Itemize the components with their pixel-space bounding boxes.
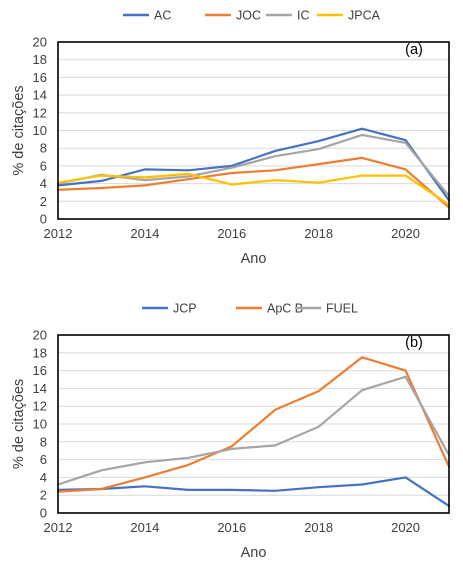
y-tick-label: 2 xyxy=(40,488,47,503)
x-tick-label: 2020 xyxy=(391,226,420,241)
y-tick-label: 10 xyxy=(33,417,47,432)
series-line-apc-b xyxy=(56,356,451,493)
y-tick-label: 16 xyxy=(33,70,47,85)
y-tick-label: 8 xyxy=(40,434,47,449)
legend-label: JCP xyxy=(173,302,197,316)
y-tick-label: 4 xyxy=(40,176,47,191)
x-tick-label: 2014 xyxy=(130,226,159,241)
x-tick-label: 2018 xyxy=(304,226,333,241)
y-tick-label: 16 xyxy=(33,363,47,378)
plot-frame xyxy=(57,41,450,220)
legend-label: ApC B xyxy=(267,302,303,316)
y-tick-label: 14 xyxy=(33,88,47,103)
y-tick-label: 4 xyxy=(40,470,47,485)
y-tick-label: 8 xyxy=(40,141,47,156)
legend-label: IC xyxy=(297,9,310,23)
series-line-fuel xyxy=(56,375,451,486)
legend-label: JPCA xyxy=(348,9,381,23)
chart-panel-b: 0 2 4 6 8 10 12 14 16 18 20 2012 2014 2016 2018 2020 Ano… xyxy=(11,302,451,561)
x-tick-label: 2016 xyxy=(217,520,246,535)
y-axis-title: % de citações xyxy=(11,379,27,469)
x-tick-label: 2012 xyxy=(44,520,73,535)
y-tick-label: 12 xyxy=(33,105,47,120)
x-axis-title: Ano xyxy=(241,251,267,267)
x-tick-label: 2016 xyxy=(217,226,246,241)
y-tick-label: 12 xyxy=(33,399,47,414)
y-tick-label: 6 xyxy=(40,158,47,173)
chart-panel-a: 0 2 4 6 8 10 12 14 16 18 20 2012 2014 2016 2018 2020 Ano… xyxy=(11,9,451,267)
plot-frame xyxy=(57,334,450,514)
x-tick-label: 2020 xyxy=(391,520,420,535)
y-tick-label: 0 xyxy=(40,506,47,521)
legend: AC JOC IC JPCA xyxy=(123,9,381,23)
y-tick-label: 0 xyxy=(40,212,47,227)
x-tick-label: 2012 xyxy=(44,226,73,241)
y-tick-label: 6 xyxy=(40,452,47,467)
x-tick-label: 2018 xyxy=(304,520,333,535)
y-axis-title: % de citações xyxy=(11,85,27,175)
panel-label: (a) xyxy=(405,42,423,58)
legend: JCP ApC B FUEL xyxy=(142,302,358,316)
y-tick-label: 14 xyxy=(33,381,47,396)
y-tick-label: 10 xyxy=(33,123,47,138)
legend-label: JOC xyxy=(236,9,261,23)
y-tick-label: 2 xyxy=(40,194,47,209)
legend-label: FUEL xyxy=(326,302,358,316)
y-tick-label: 18 xyxy=(33,52,47,67)
y-tick-label: 18 xyxy=(33,345,47,360)
legend-label: AC xyxy=(154,9,171,23)
x-axis-title: Ano xyxy=(241,545,267,561)
x-tick-label: 2014 xyxy=(130,520,159,535)
series-line-joc xyxy=(56,156,451,209)
y-tick-label: 20 xyxy=(33,328,47,343)
series-line-jcp xyxy=(56,476,451,507)
series-line-jpca xyxy=(56,172,451,206)
series-line-ac xyxy=(56,127,451,202)
panel-label: (b) xyxy=(405,335,423,351)
y-tick-label: 20 xyxy=(33,35,47,50)
